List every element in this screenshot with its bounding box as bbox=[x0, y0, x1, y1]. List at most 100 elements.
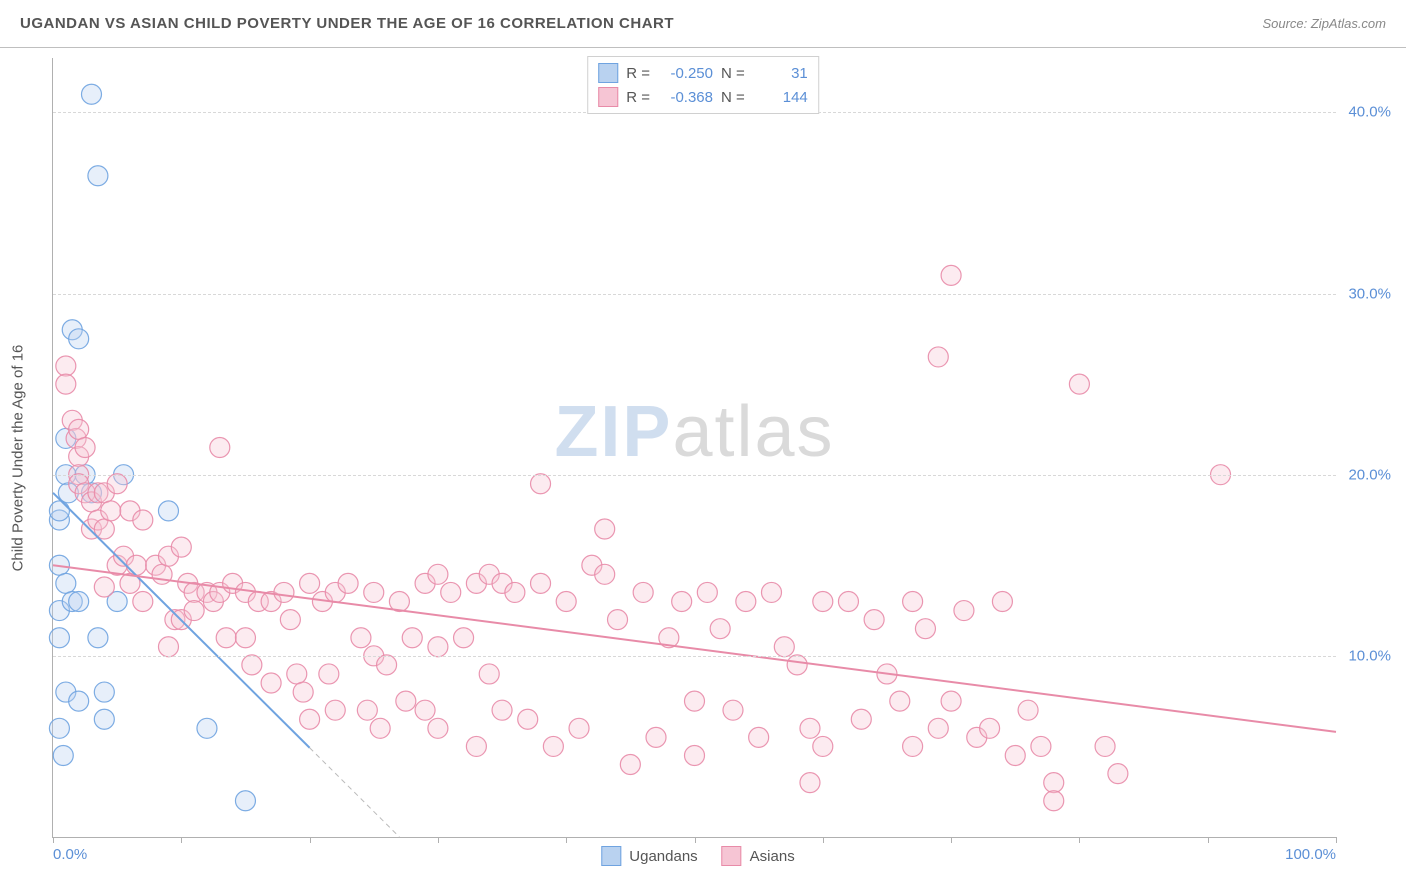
data-point bbox=[300, 709, 320, 729]
xtick-label: 100.0% bbox=[1285, 846, 1336, 863]
data-point bbox=[210, 438, 230, 458]
legend-label-asians: Asians bbox=[750, 848, 795, 865]
data-point bbox=[595, 519, 615, 539]
data-point bbox=[1069, 374, 1089, 394]
legend-swatch-ugandans bbox=[601, 846, 621, 866]
data-point bbox=[980, 718, 1000, 738]
data-point bbox=[697, 582, 717, 602]
data-point bbox=[838, 591, 858, 611]
xtick bbox=[1336, 837, 1337, 843]
data-point bbox=[813, 591, 833, 611]
data-point bbox=[454, 628, 474, 648]
stat-r-label-2: R = bbox=[626, 89, 650, 106]
data-point bbox=[505, 582, 525, 602]
data-point bbox=[197, 718, 217, 738]
xtick bbox=[695, 837, 696, 843]
gridline-h bbox=[53, 294, 1336, 295]
stat-r-ugandans: -0.250 bbox=[658, 65, 713, 82]
data-point bbox=[749, 727, 769, 747]
data-point bbox=[242, 655, 262, 675]
data-point bbox=[415, 700, 435, 720]
data-point bbox=[69, 591, 89, 611]
data-point bbox=[1044, 791, 1064, 811]
bottom-legend: Ugandans Asians bbox=[601, 846, 794, 866]
stat-r-label: R = bbox=[626, 65, 650, 82]
data-point bbox=[88, 628, 108, 648]
data-point bbox=[595, 564, 615, 584]
data-point bbox=[69, 329, 89, 349]
data-point bbox=[1095, 736, 1115, 756]
data-point bbox=[133, 591, 153, 611]
data-point bbox=[928, 718, 948, 738]
data-point bbox=[351, 628, 371, 648]
xtick bbox=[823, 837, 824, 843]
data-point bbox=[94, 682, 114, 702]
legend-item-asians: Asians bbox=[722, 846, 795, 866]
data-point bbox=[49, 718, 69, 738]
data-point bbox=[235, 628, 255, 648]
data-point bbox=[774, 637, 794, 657]
stat-n-label-2: N = bbox=[721, 89, 745, 106]
stat-r-asians: -0.368 bbox=[658, 89, 713, 106]
data-point bbox=[133, 510, 153, 530]
data-point bbox=[569, 718, 589, 738]
xtick bbox=[1208, 837, 1209, 843]
data-point bbox=[479, 664, 499, 684]
data-point bbox=[851, 709, 871, 729]
xtick bbox=[310, 837, 311, 843]
data-point bbox=[928, 347, 948, 367]
data-point bbox=[287, 664, 307, 684]
data-point bbox=[88, 166, 108, 186]
ytick-label: 20.0% bbox=[1341, 466, 1391, 483]
data-point bbox=[56, 356, 76, 376]
data-point bbox=[300, 573, 320, 593]
data-point bbox=[890, 691, 910, 711]
stat-n-ugandans: 31 bbox=[753, 65, 808, 82]
data-point bbox=[1005, 745, 1025, 765]
data-point bbox=[1018, 700, 1038, 720]
data-point bbox=[710, 619, 730, 639]
data-point bbox=[158, 501, 178, 521]
data-point bbox=[428, 718, 448, 738]
data-point bbox=[171, 537, 191, 557]
data-point bbox=[903, 736, 923, 756]
chart-header: UGANDAN VS ASIAN CHILD POVERTY UNDER THE… bbox=[0, 0, 1406, 48]
data-point bbox=[761, 582, 781, 602]
data-point bbox=[428, 564, 448, 584]
source-prefix: Source: bbox=[1262, 16, 1310, 31]
chart-area: Child Poverty Under the Age of 16 ZIPatl… bbox=[0, 48, 1396, 868]
xtick bbox=[53, 837, 54, 843]
data-point bbox=[672, 591, 692, 611]
data-point bbox=[800, 773, 820, 793]
y-axis-label: Child Poverty Under the Age of 16 bbox=[10, 345, 27, 572]
data-point bbox=[216, 628, 236, 648]
data-point bbox=[646, 727, 666, 747]
data-point bbox=[377, 655, 397, 675]
data-point bbox=[787, 655, 807, 675]
data-point bbox=[235, 791, 255, 811]
data-point bbox=[518, 709, 538, 729]
stat-n-label: N = bbox=[721, 65, 745, 82]
data-point bbox=[531, 573, 551, 593]
data-point bbox=[49, 628, 69, 648]
data-point bbox=[396, 691, 416, 711]
data-point bbox=[69, 691, 89, 711]
data-point bbox=[903, 591, 923, 611]
data-point bbox=[556, 591, 576, 611]
data-point bbox=[56, 374, 76, 394]
data-point bbox=[56, 573, 76, 593]
data-point bbox=[364, 582, 384, 602]
data-point bbox=[492, 700, 512, 720]
data-point bbox=[954, 601, 974, 621]
data-point bbox=[53, 745, 73, 765]
ytick-label: 30.0% bbox=[1341, 285, 1391, 302]
data-point bbox=[370, 718, 390, 738]
data-point bbox=[813, 736, 833, 756]
regression-line-dashed bbox=[310, 748, 400, 837]
data-point bbox=[274, 582, 294, 602]
legend-item-ugandans: Ugandans bbox=[601, 846, 697, 866]
stat-n-asians: 144 bbox=[753, 89, 808, 106]
plot-svg bbox=[53, 58, 1336, 837]
xtick bbox=[438, 837, 439, 843]
data-point bbox=[428, 637, 448, 657]
